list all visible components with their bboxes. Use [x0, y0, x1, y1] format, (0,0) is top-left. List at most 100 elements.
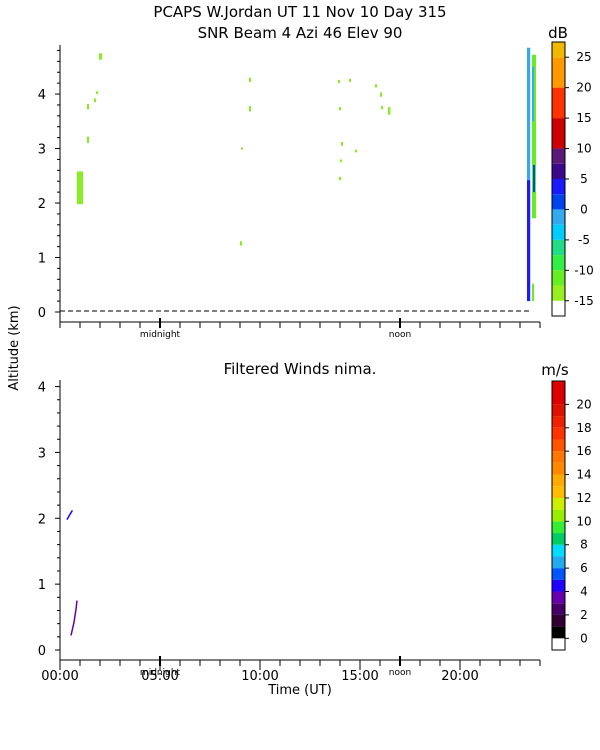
- snr-cell: [532, 54, 536, 219]
- colorbar-band: [552, 556, 565, 569]
- colorbar-band: [552, 626, 565, 639]
- winds-colorbar: 0 2 4 6 8 10 12 14 16 18 20: [551, 380, 592, 651]
- colorbar-band: [552, 533, 565, 545]
- snr-cell: [375, 84, 377, 88]
- x-tick-label: 15:00: [341, 669, 378, 684]
- colorbar-band: [552, 416, 565, 428]
- x-axis-label: Time (UT): [267, 683, 332, 698]
- snr-cell: [338, 79, 340, 84]
- snr-cell: [240, 241, 242, 246]
- y-axis-label: Altitude (km): [7, 305, 22, 390]
- colorbar-band: [552, 285, 565, 301]
- colorbar-band: [552, 87, 565, 119]
- colorbar-tick-label: -15: [574, 294, 594, 308]
- snr-cell: [349, 78, 351, 83]
- colorbar-band: [552, 194, 565, 210]
- snr-cell: [532, 66, 534, 122]
- colorbar-tick-label: 5: [580, 172, 588, 186]
- snr-cell: [339, 107, 341, 111]
- colorbar-band: [552, 224, 565, 240]
- colorbar-band: [552, 209, 565, 225]
- snr-data-cells: [77, 47, 536, 302]
- chart-title: PCAPS W.Jordan UT 11 Nov 10 Day 315: [153, 3, 446, 21]
- colorbar-tick-label: 10: [576, 514, 591, 528]
- snr-colorbar-unit: dB: [548, 24, 568, 42]
- colorbar-band: [552, 603, 565, 615]
- colorbar-tick-label: 10: [576, 142, 591, 156]
- colorbar-band: [552, 544, 565, 557]
- snr-cell: [241, 147, 243, 150]
- snr-cell: [77, 171, 83, 205]
- time-marker-label: noon: [389, 668, 411, 678]
- snr-cell: [94, 98, 96, 103]
- snr-cell: [99, 53, 102, 60]
- colorbar-tick-label: 8: [580, 538, 588, 552]
- snr-cell: [527, 47, 531, 181]
- snr-cell: [339, 176, 341, 181]
- time-marker-label: midnight: [140, 330, 181, 340]
- colorbar-band: [552, 57, 565, 88]
- y-tick-label: 2: [38, 197, 46, 212]
- colorbar-band: [552, 255, 565, 271]
- colorbar-tick-label: 14: [576, 468, 591, 482]
- colorbar-band: [552, 497, 565, 510]
- snr-cell: [527, 180, 531, 302]
- x-tick-label: 10:00: [241, 669, 278, 684]
- colorbar-tick-label: 18: [576, 421, 591, 435]
- colorbar-band: [552, 163, 565, 179]
- snr-cell: [87, 103, 89, 110]
- colorbar-band: [552, 579, 565, 592]
- colorbar-tick-label: 0: [580, 631, 588, 645]
- colorbar-tick-label: -5: [578, 233, 590, 247]
- winds-plot: 0 1 2 3 4 00:00 05:00 10:00 15:00 20:00 midnight no…: [38, 380, 541, 684]
- wind-trace: [66, 510, 74, 520]
- y-tick-label: 3: [38, 143, 46, 158]
- snr-cell: [355, 149, 357, 153]
- colorbar-band: [552, 474, 565, 487]
- x-tick-label: 20:00: [441, 669, 478, 684]
- x-tick-label: 00:00: [41, 669, 78, 684]
- winds-colorbar-unit: m/s: [541, 361, 569, 379]
- y-tick-label: 2: [38, 512, 46, 527]
- time-marker-label: midnight: [140, 668, 181, 678]
- colorbar-band: [552, 486, 565, 498]
- snr-axes: 0 1 2 3 4 midnight noon: [38, 45, 541, 340]
- x-tick-label: 05:00: [141, 669, 178, 684]
- snr-cell: [249, 106, 251, 112]
- colorbar-tick-label: 0: [580, 202, 588, 216]
- snr-colorbar: 25 20 15 10 5 0 -5 -10 -15: [551, 41, 594, 317]
- colorbar-band: [552, 427, 565, 440]
- colorbar-band: [552, 614, 565, 627]
- time-marker-label: noon: [389, 330, 411, 340]
- snr-cell: [249, 77, 251, 83]
- snr-plot: 0 1 2 3 4 midnight noon: [38, 45, 541, 340]
- snr-cell: [380, 92, 382, 97]
- wind-trace: [70, 600, 78, 636]
- colorbar-band: [552, 381, 565, 405]
- colorbar-band: [552, 404, 565, 417]
- snr-cell: [96, 91, 98, 95]
- colorbar-band: [552, 462, 565, 475]
- colorbar-tick-label: 25: [576, 50, 591, 64]
- y-tick-label: 1: [38, 578, 46, 593]
- colorbar-tick-label: 4: [580, 585, 588, 599]
- colorbar-band: [552, 451, 565, 463]
- y-tick-label: 0: [38, 644, 46, 659]
- colorbar-tick-label: 12: [576, 491, 591, 505]
- chart-subtitle: SNR Beam 4 Azi 46 Elev 90: [198, 24, 403, 42]
- y-tick-label: 3: [38, 446, 46, 461]
- snr-cell: [388, 107, 391, 115]
- colorbar-tick-label: -10: [574, 263, 594, 277]
- y-tick-label: 4: [38, 88, 46, 103]
- colorbar-band: [552, 118, 565, 149]
- colorbar-band: [552, 179, 565, 195]
- colorbar-tick-label: 2: [580, 608, 588, 622]
- colorbar-band: [552, 439, 565, 452]
- y-tick-label: 4: [38, 381, 46, 396]
- snr-cell: [341, 141, 343, 146]
- colorbar-band: [552, 591, 565, 604]
- winds-axes: 0 1 2 3 4 00:00 05:00 10:00 15:00 20:00 midnight no…: [38, 380, 541, 684]
- colorbar-band: [552, 239, 565, 256]
- y-tick-label: 0: [38, 306, 46, 321]
